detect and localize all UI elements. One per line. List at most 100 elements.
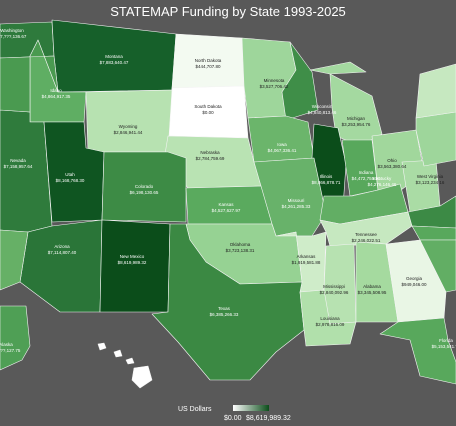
state-label-texas: Texas $6,385,266.33 bbox=[210, 306, 239, 317]
state-name: Nevada bbox=[10, 158, 26, 163]
state-name: Utah bbox=[65, 172, 75, 177]
state-name: West Virginia bbox=[416, 174, 444, 179]
state-label-missouri: Missouri $4,261,285.33 bbox=[282, 198, 311, 209]
state-funding-value: $7,114,807.40 bbox=[47, 249, 77, 255]
state-name: Washington bbox=[0, 28, 24, 33]
state-label-alabama: Alabama $3,345,508.95 bbox=[358, 284, 387, 295]
state-funding-value: $5,153,541.?? bbox=[431, 343, 456, 349]
california-shape bbox=[0, 229, 29, 291]
state-label-louisiana: Louisiana $2,978,816.09 bbox=[316, 316, 345, 327]
state-name: Arizona bbox=[54, 244, 70, 249]
state-label-georgia: Georgia $949,046.00 bbox=[401, 276, 426, 287]
state-funding-value: $3,345,508.95 bbox=[357, 289, 387, 295]
state-label-west-virginia: West Virginia $3,123,234.16 bbox=[416, 174, 445, 185]
state-name: Iowa bbox=[277, 142, 287, 147]
legend-color-scale bbox=[233, 405, 269, 411]
legend-min-label: $0.00 bbox=[224, 415, 242, 422]
state-funding-value: $949,046.00 bbox=[401, 281, 427, 287]
state-funding-value: $2,846,941.44 bbox=[113, 129, 143, 135]
state-shape-georgia[interactable] bbox=[385, 239, 447, 323]
state-label-wisconsin: Wisconsin $4,840,813.46 bbox=[308, 104, 337, 115]
state-name: Arkansas bbox=[296, 254, 316, 259]
state-label-montana: Montana $7,883,640.47 bbox=[100, 54, 129, 65]
state-label-indiana: Indiana $4,472,755.91 bbox=[352, 170, 381, 181]
hawaii-island-4 bbox=[131, 365, 153, 389]
state-name: Michigan bbox=[346, 116, 365, 121]
state-funding-value: $3,723,138.31 bbox=[225, 247, 255, 253]
state-label-iowa: Iowa $4,067,336.41 bbox=[268, 142, 297, 153]
state-label-ohio: Ohio $3,563,380.64 bbox=[378, 158, 407, 169]
state-name: Georgia bbox=[405, 276, 422, 281]
state-label-arkansas: Arkansas $1,919,581.88 bbox=[292, 254, 321, 265]
north-carolina-shape bbox=[411, 225, 456, 241]
state-name: Florida bbox=[439, 338, 453, 343]
state-name: Kansas bbox=[218, 202, 234, 207]
state-shape-florida[interactable] bbox=[379, 317, 456, 385]
oregon-shape bbox=[0, 39, 59, 113]
new-york-shape bbox=[415, 63, 456, 119]
state-funding-value: $2,246,022.51 bbox=[351, 237, 381, 243]
state-shape-montana[interactable] bbox=[51, 19, 177, 93]
state-funding-value: $2,978,816.09 bbox=[315, 321, 345, 327]
south-carolina-shape bbox=[419, 239, 456, 293]
state-name: Alaska bbox=[0, 342, 13, 347]
state-label-illinois: Illinois $8,866,878.71 bbox=[312, 174, 341, 185]
state-funding-value: $1,919,581.88 bbox=[291, 259, 321, 265]
state-label-north-dakota: North Dakota $444,707.80 bbox=[195, 58, 222, 69]
state-funding-value: $4,840,813.46 bbox=[307, 109, 337, 115]
state-name: Louisiana bbox=[320, 316, 340, 321]
state-shape-tennessee[interactable] bbox=[319, 211, 413, 247]
state-name: Alabama bbox=[363, 284, 381, 289]
state-shape-iowa[interactable] bbox=[247, 115, 315, 163]
state-funding-value: $4,067,336.41 bbox=[267, 147, 297, 153]
state-label-colorado: Colorado $6,198,130.65 bbox=[130, 184, 159, 195]
state-name: Oklahoma bbox=[229, 242, 251, 247]
state-funding-value: $3,253,954.76 bbox=[341, 121, 371, 127]
state-funding-value: $3,527,706.42 bbox=[259, 83, 289, 89]
state-label-tennessee: Tennessee $2,246,022.51 bbox=[352, 232, 381, 243]
hawaii-island-2 bbox=[113, 349, 123, 358]
state-label-new-mexico: New Mexico $8,619,989.32 bbox=[118, 254, 147, 265]
state-funding-value: $2,840,092.96 bbox=[319, 289, 349, 295]
state-label-washington: Washington $7,???,136.67 bbox=[0, 28, 26, 39]
state-shape-new-mexico[interactable] bbox=[99, 219, 171, 313]
state-shape-wyoming[interactable] bbox=[85, 89, 173, 153]
state-funding-value: $6,385,266.33 bbox=[209, 311, 239, 317]
state-label-utah: Utah $8,168,768.30 bbox=[56, 172, 85, 183]
state-name: New Mexico bbox=[119, 254, 145, 259]
state-name: Minnesota bbox=[263, 78, 285, 83]
state-funding-value: $4,276,146.46 bbox=[367, 181, 397, 187]
state-funding-value: $3,123,234.16 bbox=[415, 179, 445, 185]
state-shape-alaska[interactable] bbox=[0, 305, 31, 371]
state-name: North Dakota bbox=[194, 58, 222, 63]
state-name: Missouri bbox=[287, 198, 305, 203]
state-funding-value: $4,527,627.97 bbox=[211, 207, 241, 213]
state-name: Colorado bbox=[134, 184, 154, 189]
state-name: Tennessee bbox=[355, 232, 377, 237]
state-label-oklahoma: Oklahoma $3,723,138.31 bbox=[226, 242, 255, 253]
state-name: Kentucky bbox=[372, 176, 392, 181]
state-label-kentucky: Kentucky $4,276,146.46 bbox=[368, 176, 397, 187]
legend-max-label: $8,619,989.32 bbox=[246, 415, 291, 422]
state-label-idaho: Idaho $4,864,917.35 bbox=[42, 88, 71, 99]
state-label-michigan: Michigan $3,253,954.76 bbox=[342, 116, 371, 127]
state-funding-value: $3,563,380.64 bbox=[377, 163, 407, 169]
state-funding-value: $4,261,285.33 bbox=[281, 203, 311, 209]
state-label-kansas: Kansas $4,527,627.97 bbox=[212, 202, 241, 213]
state-shape-louisiana[interactable] bbox=[299, 289, 357, 347]
state-shape-nevada[interactable] bbox=[0, 109, 53, 233]
state-name: South Dakota bbox=[194, 104, 222, 109]
state-funding-value: $7,158,957.64 bbox=[3, 163, 33, 169]
pennsylvania-shape bbox=[415, 111, 456, 167]
state-name: Illinois bbox=[319, 174, 333, 179]
hawaii-island-1 bbox=[97, 342, 107, 351]
state-label-florida: Florida$5,153,541.?? bbox=[432, 338, 456, 349]
state-funding-value: $7,???,136.67 bbox=[0, 33, 27, 39]
state-funding-value: $?,???,127.75 bbox=[0, 347, 21, 353]
state-name: Indiana bbox=[358, 170, 374, 175]
state-funding-value: $6,198,130.65 bbox=[129, 189, 159, 195]
state-label-south-dakota: South Dakota $0.00 bbox=[194, 104, 221, 115]
state-label-nebraska: Nebraska $2,784,759.69 bbox=[196, 150, 225, 161]
legend-title: US Dollars bbox=[178, 406, 212, 413]
